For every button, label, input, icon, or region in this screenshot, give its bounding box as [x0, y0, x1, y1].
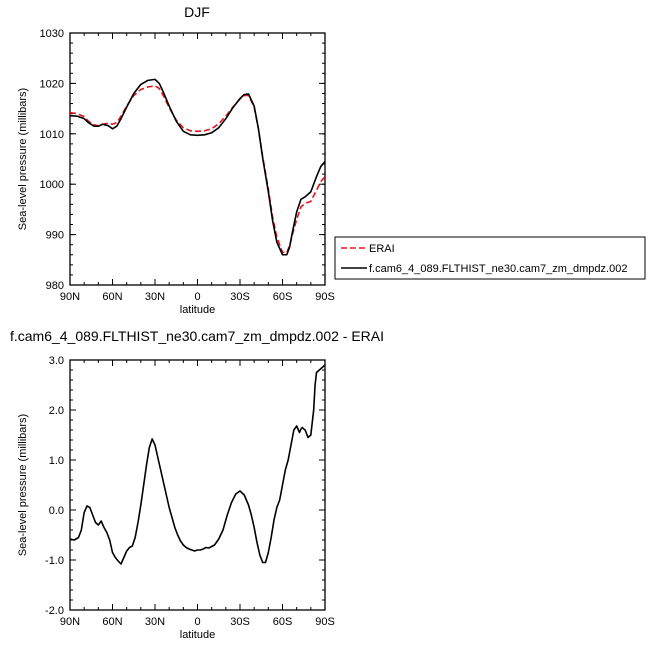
x-tick-label: 90S: [315, 616, 335, 628]
plot-frame: [69, 359, 326, 611]
chart-panel-1: DJF 90N 60N 30N 0 30S 60S 90S 980 990 1000 1010 1020…: [17, 4, 646, 316]
x-tick-label: 60N: [102, 616, 122, 628]
x-tick-label: 60S: [273, 616, 293, 628]
x-tick-label: 90N: [60, 291, 80, 303]
y-axis-label: Sea-level pressure (millibars): [17, 88, 29, 230]
x-tick-label: 30S: [230, 616, 250, 628]
y-tick-label: 1020: [40, 78, 64, 90]
x-tick-label: 0: [194, 291, 200, 303]
series-line-2: [70, 78, 325, 256]
x-tick-label: 30S: [230, 291, 250, 303]
chart-title: f.cam6_4_089.FLTHIST_ne30.cam7_zm_dmpdz.…: [10, 328, 384, 344]
y-tick-label: 1010: [40, 129, 64, 141]
y-tick-label: 2.0: [49, 405, 64, 417]
y-tick-label: 3.0: [49, 355, 64, 367]
x-axis-label: latitude: [180, 629, 215, 641]
legend: ERAI f.cam6_4_089.FLTHIST_ne30.cam7_zm_dm…: [334, 236, 646, 280]
legend-box: [334, 236, 646, 280]
y-tick-label: 1.0: [49, 455, 64, 467]
y-tick-label: -2.0: [45, 605, 64, 617]
y-tick-label: -1.0: [45, 555, 64, 567]
y-tick-label: 1030: [40, 28, 64, 40]
x-tick-label: 0: [194, 616, 200, 628]
y-tick-label: 1000: [40, 179, 64, 191]
y-tick-label: 0.0: [49, 505, 64, 517]
x-axis-label: latitude: [180, 304, 215, 316]
legend-label-1: ERAI: [369, 243, 395, 255]
x-tick-label: 30N: [145, 616, 165, 628]
x-tick-label: 90S: [315, 291, 335, 303]
y-tick-label: 990: [46, 230, 64, 242]
x-tick-label: 60S: [273, 291, 293, 303]
plot-frame: [69, 32, 326, 286]
chart-panel-2: f.cam6_4_089.FLTHIST_ne30.cam7_zm_dmpdz.…: [10, 328, 384, 641]
x-tick-label: 60N: [102, 291, 122, 303]
series-line-1: [70, 364, 325, 565]
y-axis-label: Sea-level pressure (millibars): [17, 414, 29, 556]
series-line-1: [70, 85, 325, 254]
x-tick-label: 90N: [60, 616, 80, 628]
legend-label-2: f.cam6_4_089.FLTHIST_ne30.cam7_zm_dmpdz.…: [369, 263, 627, 275]
y-tick-label: 980: [46, 280, 64, 292]
chart-title: DJF: [184, 4, 210, 20]
x-tick-label: 30N: [145, 291, 165, 303]
